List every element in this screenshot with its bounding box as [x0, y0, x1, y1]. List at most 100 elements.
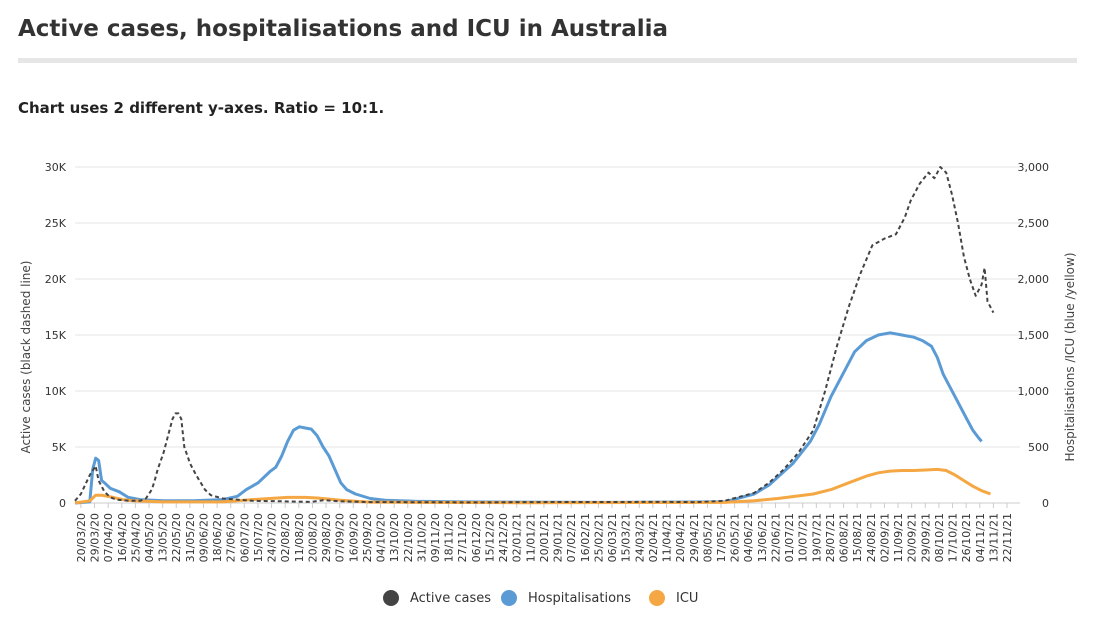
y-right-tick-label: 1,000	[1018, 385, 1050, 398]
y-right-tick-label: 3,000	[1018, 161, 1050, 174]
x-tick-label: 02/04/21	[647, 513, 660, 562]
x-tick-label: 26/05/21	[729, 513, 742, 562]
x-tick-label: 04/10/20	[375, 513, 388, 562]
x-tick-label: 11/01/21	[524, 513, 537, 562]
x-tick-label: 24/03/21	[633, 513, 646, 562]
x-tick-label: 17/05/21	[715, 513, 728, 562]
x-tick-label: 02/01/21	[511, 513, 524, 562]
x-tick-label: 25/04/20	[129, 513, 142, 562]
y-right-tick-label: 2,500	[1018, 217, 1050, 230]
legend-marker	[383, 590, 399, 606]
y-axis-left-title: Active cases (black dashed line)	[19, 261, 33, 454]
x-tick-label: 22/10/20	[402, 513, 415, 562]
x-tick-label: 16/04/20	[116, 513, 129, 562]
x-tick-label: 09/11/20	[429, 513, 442, 562]
x-tick-label: 17/10/21	[947, 513, 960, 562]
y-axis-right: 0 500 1,000 1,500 2,000 2,500 3,000	[1018, 161, 1050, 510]
x-tick-label: 01/07/21	[783, 513, 796, 562]
x-tick-label: 25/02/21	[592, 513, 605, 562]
x-tick-label: 04/06/21	[742, 513, 755, 562]
y-left-tick-label: 0	[59, 497, 66, 510]
x-tick-label: 24/12/20	[497, 513, 510, 562]
x-tick-label: 13/11/21	[987, 513, 1000, 562]
x-tick-label: 02/09/21	[878, 513, 891, 562]
x-tick-label: 15/08/21	[851, 513, 864, 562]
y-right-tick-label: 0	[1042, 497, 1049, 510]
x-tick-label: 11/04/21	[661, 513, 674, 562]
x-tick-label: 27/06/20	[225, 513, 238, 562]
y-left-tick-label: 5K	[52, 441, 67, 454]
x-tick-label: 15/12/20	[483, 513, 496, 562]
x-tick-label: 29/01/21	[552, 513, 565, 562]
x-tick-label: 06/03/21	[606, 513, 619, 562]
x-tick-label: 29/09/21	[919, 513, 932, 562]
legend: Active cases Hospitalisations ICU	[383, 590, 698, 606]
chart-title: Active cases, hospitalisations and ICU i…	[18, 16, 669, 42]
x-tick-label: 16/02/21	[579, 513, 592, 562]
y-axis-left: 0 5K 10K 15K 20K 25K 30K	[45, 161, 67, 510]
x-tick-label: 07/09/20	[334, 513, 347, 562]
x-tick-label: 06/07/20	[238, 513, 251, 562]
x-tick-label: 09/06/20	[197, 513, 210, 562]
x-tick-label: 31/10/20	[415, 513, 428, 562]
y-left-tick-label: 10K	[45, 385, 67, 398]
x-tick-label: 22/11/21	[1001, 513, 1014, 562]
x-tick-label: 31/05/20	[184, 513, 197, 562]
x-tick-label: 02/08/20	[279, 513, 292, 562]
x-tick-label: 11/09/21	[892, 513, 905, 562]
x-tick-label: 24/08/21	[865, 513, 878, 562]
x-tick-label: 07/04/20	[102, 513, 115, 562]
x-tick-label: 07/02/21	[565, 513, 578, 562]
x-tick-label: 22/06/21	[769, 513, 782, 562]
legend-marker	[649, 590, 665, 606]
y-right-tick-label: 500	[1028, 441, 1049, 454]
y-left-tick-label: 25K	[45, 217, 67, 230]
x-tick-label: 19/07/21	[810, 513, 823, 562]
x-tick-label: 22/05/20	[170, 513, 183, 562]
x-tick-label: 15/03/21	[620, 513, 633, 562]
x-tick-label: 04/05/20	[143, 513, 156, 562]
x-tick-label: 26/10/21	[960, 513, 973, 562]
x-tick-label: 04/11/21	[974, 513, 987, 562]
series-line-icu	[74, 467, 992, 505]
x-tick-label: 13/10/20	[388, 513, 401, 562]
y-left-tick-label: 15K	[45, 329, 67, 342]
y-right-tick-label: 2,000	[1018, 273, 1050, 286]
legend-marker	[501, 590, 517, 606]
y-axis-right-title: Hospitalisations /ICU (blue /yellow)	[1063, 253, 1077, 462]
series-line-hospitalisations	[74, 331, 983, 505]
x-tick-label: 11/08/20	[293, 513, 306, 562]
x-tick-label: 20/09/21	[906, 513, 919, 562]
x-tick-label: 25/09/20	[361, 513, 374, 562]
legend-label: Active cases	[410, 591, 491, 606]
x-tick-label: 18/11/20	[443, 513, 456, 562]
y-left-tick-label: 20K	[45, 273, 67, 286]
x-tick-label: 13/06/21	[756, 513, 769, 562]
series-line-active-cases	[74, 166, 995, 504]
x-tick-label: 29/03/20	[89, 513, 102, 562]
x-tick-label: 10/07/21	[797, 513, 810, 562]
x-tick-label: 16/09/20	[347, 513, 360, 562]
legend-label: Hospitalisations	[528, 591, 631, 606]
title-divider	[18, 58, 1077, 63]
x-tick-label: 24/07/20	[266, 513, 279, 562]
x-tick-label: 15/07/20	[252, 513, 265, 562]
y-left-tick-label: 30K	[45, 161, 67, 174]
x-tick-label: 13/05/20	[157, 513, 170, 562]
x-tick-label: 29/04/21	[688, 513, 701, 562]
x-axis: 20/03/20 29/03/20 07/04/20 16/04/20 25/04/20…	[75, 503, 1014, 562]
x-tick-label: 20/01/21	[538, 513, 551, 562]
x-tick-label: 29/08/20	[320, 513, 333, 562]
x-tick-label: 06/08/21	[838, 513, 851, 562]
x-tick-label: 08/05/21	[701, 513, 714, 562]
series-lines	[74, 166, 995, 505]
x-tick-label: 28/07/21	[824, 513, 837, 562]
x-tick-label: 18/06/20	[211, 513, 224, 562]
x-tick-label: 20/03/20	[75, 513, 88, 562]
x-tick-label: 08/10/21	[933, 513, 946, 562]
legend-label: ICU	[676, 591, 698, 606]
x-tick-label: 20/08/20	[306, 513, 319, 562]
x-tick-label: 27/11/20	[456, 513, 469, 562]
x-tick-label: 20/04/21	[674, 513, 687, 562]
